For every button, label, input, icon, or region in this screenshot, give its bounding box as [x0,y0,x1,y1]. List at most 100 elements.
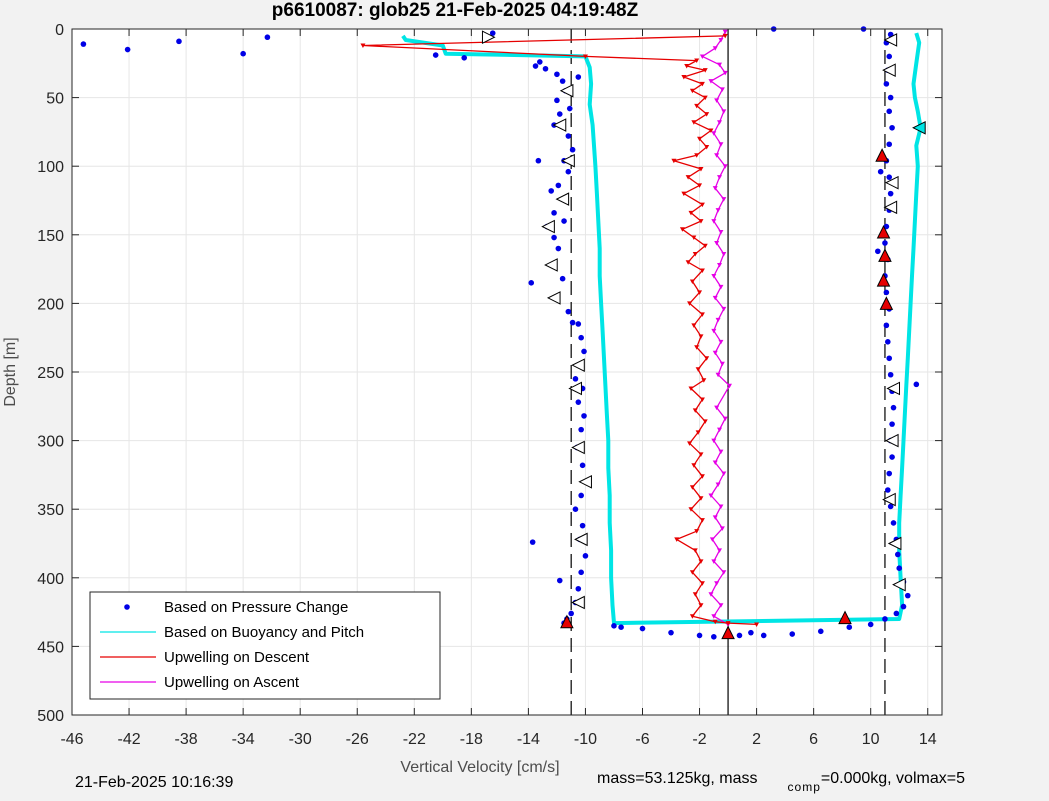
reference-lines [570,29,886,715]
series-marker [708,128,714,134]
pressure-change-point [559,275,566,282]
pressure-change-point [889,421,895,427]
series-marker [687,301,693,306]
series-marker [360,43,366,48]
pressure-change-point [748,629,754,636]
pressure-change-point [551,234,557,241]
pressure-change-point [877,168,884,175]
series-marker [688,386,694,391]
series-marker [721,306,727,312]
pressure-change-point [887,94,894,101]
series-marker [718,504,724,509]
triangle-marker [883,200,898,215]
series-marker [722,29,728,35]
series-marker [692,548,698,553]
x-tick-label: 10 [862,731,880,748]
triangle-marker [892,577,906,592]
series-marker [688,507,694,512]
pressure-change-point [846,624,853,630]
series-marker [708,493,714,498]
series-marker [694,153,700,158]
series-marker [708,79,714,84]
series-marker [681,191,687,197]
pressure-change-point [572,376,579,382]
pressure-change-point [569,146,576,153]
legend-entry: Upwelling on Ascent [164,674,300,691]
series-marker [717,175,723,180]
pressure-change-point [887,190,894,197]
series-marker [688,210,694,216]
series-marker [699,268,705,273]
chart-title: p6610087: glob25 21-Feb-2025 04:19:48Z [272,0,639,21]
triangle-marker [544,258,558,272]
series-marker [722,416,728,422]
y-tick-label: 300 [37,434,64,451]
pressure-change-point [886,470,893,477]
pressure-change-point [542,65,549,72]
series-layer [80,26,923,640]
footer-mass-info: mass=53.125kg, mass comp=0.000kg, volmax=… [597,770,965,794]
series-marker [718,449,724,455]
legend-entry: Based on Buoyancy and Pitch [164,624,364,641]
grid-lines [71,28,942,716]
series-marker [719,87,725,92]
x-tick-label: 6 [809,731,818,748]
series-marker [718,339,724,345]
series-marker [699,581,705,586]
pressure-change-point [559,78,566,84]
series-marker [699,518,705,523]
series-marker [699,397,705,402]
series-marker [714,581,720,586]
series-marker [711,614,717,619]
pressure-change-point [578,569,584,576]
pressure-change-point [568,610,574,617]
triangle-marker [876,224,891,239]
series-marker [715,208,721,213]
triangle-marker [574,532,588,547]
series-marker [689,614,695,619]
series-marker [697,183,703,188]
pressure-change-point [867,621,874,628]
y-axis-label: Depth [m] [2,337,19,406]
triangle-marker [555,192,570,206]
pressure-change-point [548,188,555,194]
pressure-change-point [566,105,573,112]
series-marker [687,441,693,446]
pressure-change-point [618,624,624,630]
series-marker [679,227,685,232]
series-marker [718,37,724,43]
series-marker [689,485,695,490]
series-marker [691,235,697,241]
pressure-change-point [579,462,586,469]
x-tick-label: -18 [460,731,483,748]
series-marker [699,81,705,87]
series-marker [711,131,717,136]
pressure-change-point [176,38,182,45]
pressure-change-point [885,339,891,345]
y-tick-label: 500 [37,708,64,725]
series-marker [697,290,703,295]
pressure-change-point [875,248,881,255]
x-axis-ticks: -46 -42 -38 -34 -30 -26 -22 -18 -14 -10 -6 -2 2 6 10 14 [60,29,937,748]
pressure-change-point [889,124,895,131]
series-marker [712,460,718,466]
x-tick-label: -22 [403,731,426,748]
y-tick-label: 250 [37,365,64,382]
series-marker [692,592,698,597]
series-marker [699,202,705,208]
y-tick-label: 150 [37,228,64,245]
pressure-change-point [883,322,890,329]
series-marker [704,144,710,150]
triangle-marker [884,175,899,190]
series-marker [721,109,727,114]
pressure-change-point [885,487,891,493]
triangle-marker [559,83,574,98]
pressure-change-point [529,539,536,545]
pressure-change-point [572,506,579,512]
triangle-marker-layer [481,30,926,640]
series-marker [697,136,703,142]
series-marker [711,438,717,444]
triangle-marker [838,610,852,625]
legend-swatch [124,604,130,610]
triangle-marker [882,492,896,507]
